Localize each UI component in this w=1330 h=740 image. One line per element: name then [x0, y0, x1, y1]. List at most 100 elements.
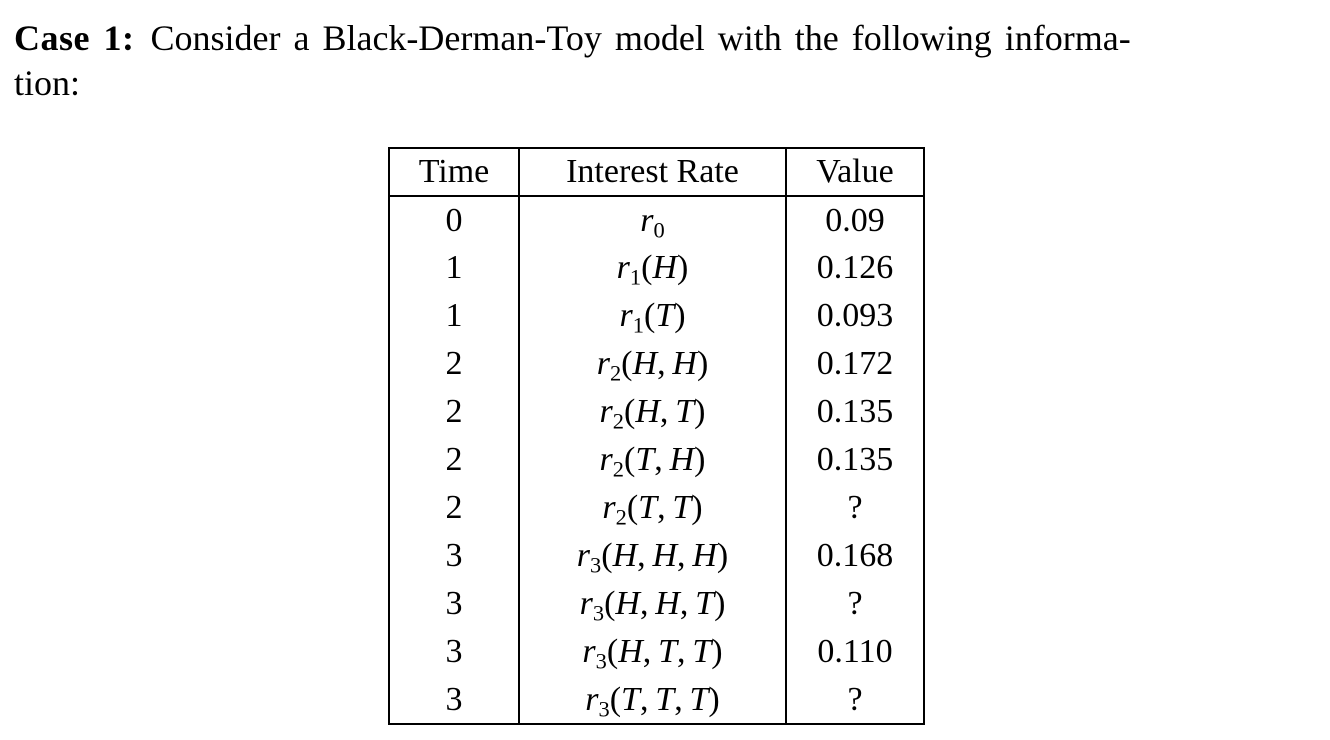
math-identifier: H: [635, 393, 660, 430]
math-identifier: H: [652, 537, 677, 574]
math-identifier: H: [652, 249, 677, 286]
time-cell: 3: [445, 680, 463, 718]
heading-line1: Consider a Black-Derman-Toy model with t…: [150, 18, 1131, 58]
table-row: 2 r2(H, H) 0.172: [389, 340, 924, 388]
math-close-paren: ): [677, 249, 689, 286]
math-subscript: 3: [595, 648, 607, 674]
time-cell: 1: [445, 249, 463, 286]
math-subscript: 2: [615, 504, 627, 530]
math-identifier: r: [596, 345, 610, 382]
table-row: 0 r0 0.09: [389, 196, 924, 244]
math-identifier: r: [599, 441, 613, 478]
rate-cell: r2(T, H): [518, 436, 786, 484]
rate-cell: r1(T): [518, 292, 786, 340]
math-identifier: T: [655, 680, 675, 718]
math-identifier: r: [616, 249, 630, 286]
math-comma: ,: [639, 585, 656, 622]
table-row: 2 r2(T, T)?: [389, 484, 924, 532]
math-identifier: H: [632, 345, 658, 382]
value-cell: ?: [785, 484, 924, 532]
time-cell: 3: [445, 633, 463, 670]
value-cell: 0.135: [785, 436, 924, 484]
math-identifier: H: [615, 585, 640, 622]
time-cell: 2: [445, 489, 463, 526]
math-close-paren: ): [716, 537, 729, 574]
math-identifier: r: [579, 585, 593, 622]
math-comma: ,: [642, 633, 659, 670]
math-identifier: T: [635, 441, 655, 478]
table-row: 2 r2(T, H) 0.135: [389, 436, 924, 484]
math-identifier: r: [619, 297, 633, 334]
math-identifier: T: [655, 297, 675, 334]
time-cell: 0: [445, 201, 463, 239]
math-identifier: r: [640, 201, 654, 239]
math-identifier: H: [655, 585, 680, 622]
table-row: 1 r1(H) 0.126: [389, 244, 924, 292]
math-identifier: H: [618, 633, 643, 670]
math-subscript: 3: [592, 600, 605, 626]
math-subscript: 3: [598, 695, 610, 721]
rate-cell: r3(H, H, T): [518, 580, 786, 628]
math-open-paren: (: [601, 537, 613, 574]
math-comma: ,: [677, 633, 693, 670]
value-cell: ?: [785, 580, 924, 628]
rate-cell: r2(H, T): [518, 388, 786, 436]
col-header-interest-rate: Interest Rate: [518, 148, 786, 197]
math-open-paren: (: [604, 585, 616, 622]
math-identifier: H: [692, 537, 717, 574]
math-comma: ,: [657, 489, 673, 526]
value-cell: 0.135: [785, 388, 924, 436]
math-subscript: 2: [612, 408, 624, 434]
math-identifier: T: [638, 489, 658, 526]
math-open-paren: (: [624, 393, 636, 430]
math-open-paren: (: [621, 345, 633, 382]
math-open-paren: (: [624, 441, 636, 478]
math-open-paren: (: [609, 680, 622, 718]
value-cell: 0.093: [785, 292, 924, 340]
table-body: 0 r0 0.09 1 r1(H) 0.126 1 r1(T) 0.093 2 r2(H, H) 0.…: [389, 196, 924, 724]
math-comma: ,: [654, 441, 670, 478]
math-close-paren: ): [714, 585, 726, 622]
math-open-paren: (: [606, 633, 619, 670]
math-identifier: r: [576, 537, 591, 574]
math-identifier: T: [672, 489, 692, 526]
rate-cell: r2(H, H): [518, 340, 786, 388]
math-subscript: 2: [609, 360, 622, 386]
header-row: Time Interest Rate Value: [389, 148, 924, 197]
math-comma: ,: [679, 585, 696, 622]
math-identifier: H: [669, 441, 695, 478]
math-identifier: T: [692, 633, 712, 670]
time-cell: 2: [445, 393, 463, 430]
rate-cell: r0: [518, 196, 786, 244]
rate-cell: r3(H, T, T): [518, 628, 786, 676]
math-subscript: 1: [632, 312, 644, 338]
table-row: 3 r3(H, T, T) 0.110: [389, 628, 924, 676]
col-header-value: Value: [785, 148, 924, 197]
math-close-paren: ): [696, 345, 709, 382]
time-cell: 2: [445, 345, 463, 382]
math-identifier: r: [582, 633, 596, 670]
value-cell: 0.172: [785, 340, 924, 388]
math-open-paren: (: [641, 249, 653, 286]
rate-cell: r1(H): [518, 244, 786, 292]
math-close-paren: ): [674, 297, 686, 334]
rate-cell: r3(H, H, H): [518, 532, 786, 580]
value-cell: 0.110: [785, 628, 924, 676]
table-row: 2 r2(H, T) 0.135: [389, 388, 924, 436]
rate-cell: r2(T, T): [518, 484, 786, 532]
time-cell: 1: [445, 297, 463, 334]
math-comma: ,: [674, 680, 690, 718]
math-comma: ,: [659, 393, 676, 430]
math-subscript: 3: [590, 552, 602, 578]
math-identifier: T: [621, 680, 640, 718]
math-open-paren: (: [626, 489, 639, 526]
math-identifier: r: [599, 393, 613, 430]
rates-table: Time Interest Rate Value 0 r0 0.09 1 r1(H) 0.…: [388, 147, 925, 725]
case-label: Case 1:: [14, 18, 135, 58]
math-subscript: 0: [653, 216, 665, 242]
math-identifier: T: [695, 585, 715, 622]
math-close-paren: ): [694, 441, 706, 478]
math-identifier: T: [689, 680, 709, 718]
math-comma: ,: [637, 537, 653, 574]
